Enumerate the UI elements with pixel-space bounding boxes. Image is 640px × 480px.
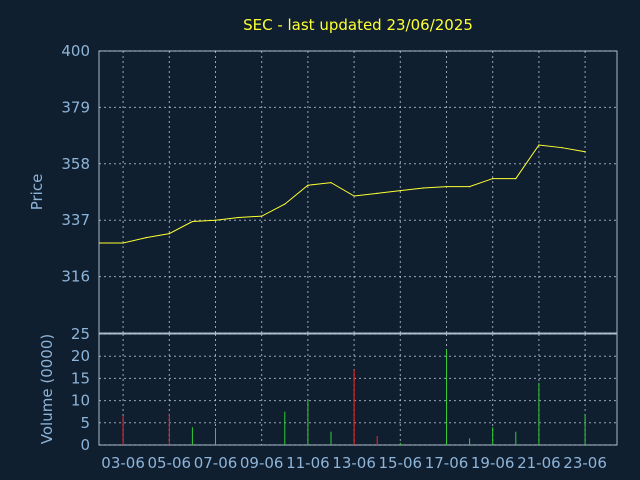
price-y-tick-label: 358 — [61, 155, 90, 173]
price-point — [515, 177, 517, 180]
price-point — [376, 192, 378, 194]
price-point — [561, 147, 563, 149]
volume-y-tick-label: 20 — [71, 347, 90, 365]
volume-y-tick-label: 25 — [71, 325, 90, 343]
price-panel: 400 379 358 337 316 Price — [28, 42, 618, 334]
price-line — [100, 144, 586, 244]
price-point — [399, 190, 401, 192]
price-point — [261, 215, 263, 217]
x-tick-label: 07-06 — [194, 454, 238, 472]
price-grid — [99, 50, 617, 333]
volume-bar — [399, 442, 401, 445]
x-tick-label: 09-06 — [240, 454, 284, 472]
volume-y-tick-label: 10 — [71, 392, 90, 410]
x-tick-label: 21-06 — [517, 454, 561, 472]
price-point — [538, 144, 540, 146]
x-tick-label: 19-06 — [471, 454, 515, 472]
x-tick-label: 15-06 — [379, 454, 423, 472]
volume-plot-area — [98, 333, 618, 446]
volume-bar — [330, 431, 332, 445]
x-tick-label: 13-06 — [332, 454, 376, 472]
volume-bar — [307, 400, 309, 445]
price-y-tick-label: 379 — [61, 98, 90, 116]
x-tick-label: 03-06 — [101, 454, 145, 472]
x-tick-label: 05-06 — [148, 454, 192, 472]
volume-bar — [168, 413, 170, 445]
price-point — [445, 186, 448, 188]
price-y-tick-label: 337 — [61, 211, 90, 229]
volume-panel: 25 20 15 10 5 0 Volume (0000) 03-06 05-06 07-06… — [38, 325, 618, 472]
x-tick-label: 11-06 — [286, 454, 330, 472]
x-tick-label: 17-06 — [425, 454, 469, 472]
volume-y-tick-label: 5 — [80, 414, 90, 432]
volume-bar — [492, 427, 494, 445]
volume-bar — [584, 413, 586, 445]
price-point — [214, 219, 217, 221]
price-point — [422, 187, 424, 189]
volume-bar — [122, 416, 124, 445]
price-point — [122, 242, 124, 244]
price-point — [284, 203, 286, 205]
price-plot-area — [98, 50, 618, 334]
price-points — [99, 144, 586, 244]
volume-y-tick-label: 0 — [80, 436, 90, 454]
volume-bar — [538, 382, 540, 445]
x-tick-label: 23-06 — [563, 454, 607, 472]
volume-y-tick-label: 15 — [71, 369, 90, 387]
price-point — [492, 177, 494, 180]
volume-bar — [376, 436, 378, 445]
price-y-ticks: 400 379 358 337 316 — [61, 42, 90, 286]
volume-axis-label: Volume (0000) — [38, 334, 56, 444]
volume-bar — [191, 427, 193, 445]
price-point — [330, 182, 332, 184]
price-point — [584, 151, 586, 153]
price-point — [168, 233, 170, 235]
price-y-tick-label: 316 — [61, 268, 90, 286]
volume-bar — [284, 411, 286, 445]
price-y-tick-label: 400 — [61, 42, 90, 60]
volume-bar — [215, 428, 216, 445]
price-point — [145, 237, 147, 239]
volume-bar — [353, 369, 355, 445]
price-point — [469, 186, 471, 188]
price-point — [191, 220, 193, 223]
price-point — [307, 184, 309, 186]
price-axis-label: Price — [28, 174, 46, 211]
volume-bar — [469, 438, 471, 445]
volume-bar — [515, 431, 517, 445]
price-point — [238, 216, 240, 219]
chart-title: SEC - last updated 23/06/2025 — [243, 16, 473, 34]
volume-y-ticks: 25 20 15 10 5 0 — [71, 325, 90, 454]
volume-bars — [122, 349, 586, 445]
price-point — [353, 195, 355, 197]
volume-bar — [446, 349, 447, 445]
x-tick-labels: 03-06 05-06 07-06 09-06 11-06 13-06 15-06 17-06… — [101, 454, 607, 472]
price-point — [99, 242, 101, 244]
